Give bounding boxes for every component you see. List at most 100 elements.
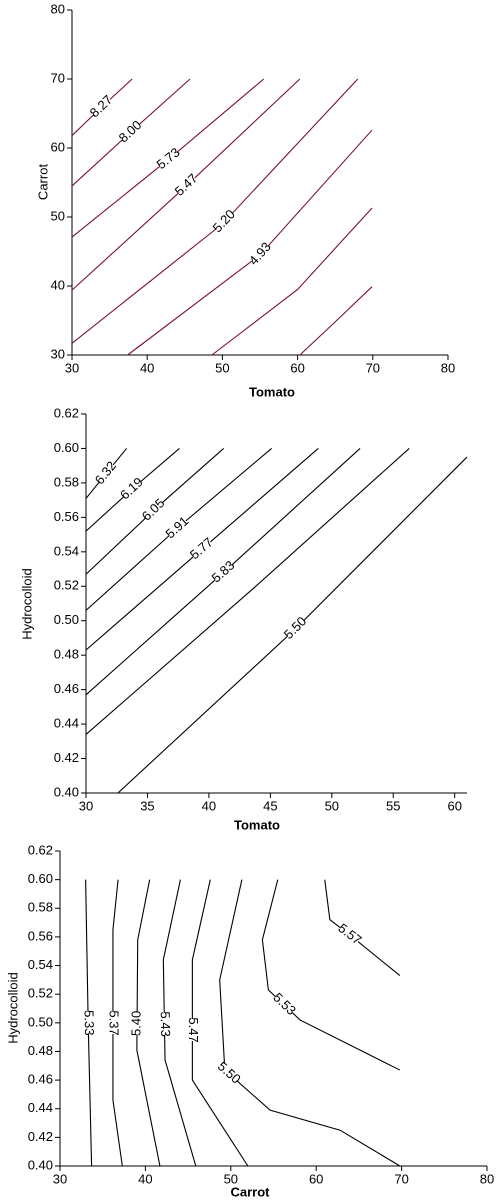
contour-label-group: 5.33 [81,1010,97,1036]
label-background [175,174,198,197]
label-background [272,993,295,1016]
contour-line [324,879,401,976]
contour-label: 5.47 [186,1017,201,1042]
x-tick-label: 50 [325,798,339,813]
contour-label-group: 8.27 [87,92,116,120]
label-background [212,561,235,583]
label-background [83,1011,93,1034]
contour-line [136,879,161,1167]
x-tick-label: 30 [65,360,79,375]
y-axis-label: Hydrocolloid [5,972,20,1044]
x-tick-label: 60 [290,360,304,375]
label-background [284,617,307,640]
y-tick-label: 0.58 [28,900,53,915]
y-tick-label: 0.54 [28,957,53,972]
y-tick-label: 0.42 [28,1129,53,1144]
contour-line [162,879,197,1167]
y-tick-label: 0.50 [28,1014,53,1029]
x-tick-label: 40 [202,798,216,813]
contour-label-group: 8.00 [116,117,145,145]
x-tick-label: 45 [263,798,277,813]
label-background [337,924,361,945]
label-background [159,1013,170,1036]
contour-label-group: 5.43 [158,1011,173,1037]
label-background [142,499,165,522]
y-tick-label: 50 [51,208,65,223]
label-background [108,1012,118,1035]
contour-label: 8.00 [116,117,145,145]
contour-label: 5.50 [281,613,310,642]
y-tick-label: 0.44 [54,716,79,731]
contour-label: 6.05 [139,495,168,523]
y-tick-label: 0.52 [28,986,53,1001]
contour-label-group: 5.47 [186,1017,201,1042]
x-tick-label: 60 [447,798,461,813]
x-axis-label: Carrot [230,1184,270,1199]
contour-label: 5.40 [128,1011,143,1036]
contour-line [299,286,373,356]
contour-label: 5.43 [158,1011,173,1037]
y-axis-label: Carrot [35,164,50,201]
label-background [95,462,117,485]
contour-chart: 30 40 50 60 70 80 0.40 0.42 0.44 0.46 0.48 0.50 0.52… [5,842,494,1199]
y-tick-label: 0.40 [54,784,79,799]
x-axis-label: Tomato [249,384,295,399]
x-tick-label: 80 [480,1171,494,1186]
y-tick-label: 0.62 [28,842,53,857]
contour-line [219,879,401,1167]
label-background [187,1019,197,1042]
y-tick-label: 0.48 [54,647,79,662]
contour-label-group: 6.19 [117,474,146,502]
x-tick-label: 70 [366,360,380,375]
y-tick-label: 30 [51,346,65,361]
y-tick-label: 0.60 [54,440,79,455]
contour-label-group: 5.47 [172,171,201,199]
y-tick-label: 0.42 [54,750,79,765]
contour-label-group: 5.50 [281,613,310,642]
contour-label: 5.53 [270,990,299,1018]
x-tick-label: 80 [441,360,455,375]
x-tick-label: 50 [224,1171,238,1186]
contour-label: 6.19 [117,474,146,502]
x-tick-label: 30 [79,798,93,813]
contour-line [85,448,410,735]
y-tick-label: 0.46 [28,1072,53,1087]
label-background [249,243,272,266]
x-tick-label: 40 [138,1171,152,1186]
y-tick-label: 0.62 [54,405,79,420]
y-tick-label: 0.52 [54,578,79,593]
contour-label: 5.37 [107,1010,122,1035]
label-background [120,478,144,500]
x-tick-label: 35 [140,798,154,813]
contour-label-group: 5.40 [128,1011,143,1036]
label-background [190,538,214,560]
label-background [213,210,236,233]
y-tick-label: 0.54 [54,543,79,558]
y-axis-label: Hydrocolloid [19,568,34,640]
contour-label: 5.33 [81,1010,97,1036]
y-tick-label: 60 [51,139,65,154]
contour-line [211,207,373,356]
x-tick-label: 60 [309,1171,323,1186]
contour-label-group: 5.37 [107,1010,122,1035]
x-tick-label: 70 [394,1171,408,1186]
contour-chart: 30 40 50 60 70 80 30 40 50 60 70 80 Tomato Carrot 8.27… [35,1,455,399]
x-axis-label: Tomato [234,817,280,832]
y-tick-label: 0.44 [28,1100,53,1115]
label-background [90,96,113,118]
contour-line [261,879,401,1071]
y-tick-label: 0.50 [54,612,79,627]
x-tick-label: 50 [215,360,229,375]
y-tick-label: 0.58 [54,474,79,489]
contour-label-group: 6.05 [139,495,168,523]
x-tick-label: 40 [140,360,154,375]
label-background [166,517,189,539]
y-tick-label: 80 [51,1,65,16]
label-background [157,148,181,170]
contour-label: 5.47 [172,171,201,199]
x-tick-label: 30 [53,1171,67,1186]
label-background [132,1012,142,1035]
y-tick-label: 0.56 [28,928,53,943]
